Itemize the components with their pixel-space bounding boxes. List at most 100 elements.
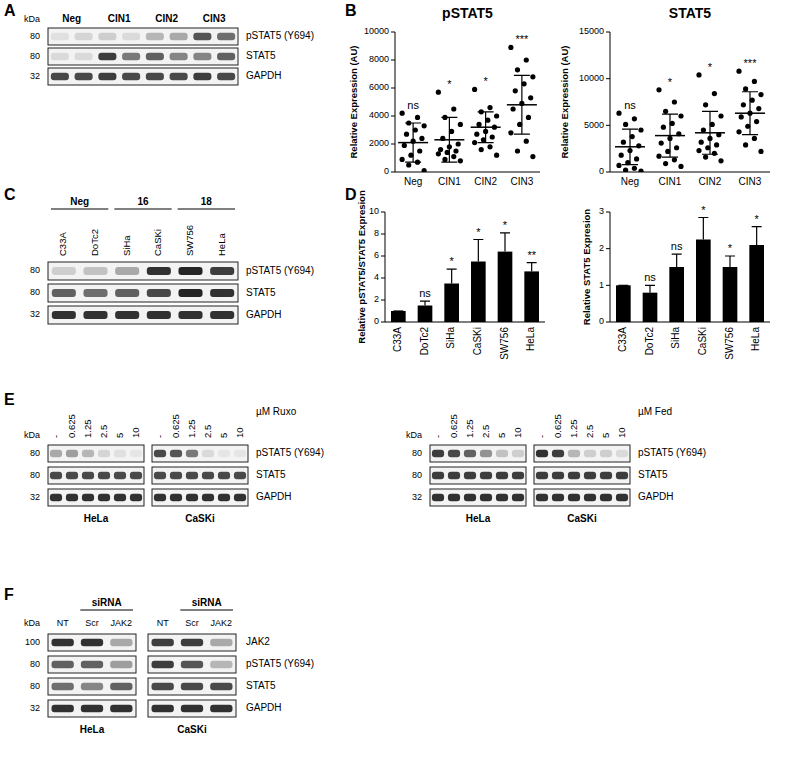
y-axis-title: Relative Expression (AU) [348, 46, 359, 159]
band [178, 289, 202, 297]
band [210, 289, 234, 297]
band [152, 661, 174, 668]
kda-marker: 80 [30, 287, 40, 297]
blot-strip [48, 48, 238, 65]
western-blot: kDa100JAK280pSTAT5 (Y694)80STAT532GAPDHH… [24, 597, 314, 735]
significance: * [483, 75, 488, 87]
point [736, 129, 741, 134]
y-tick-label: 10 [369, 206, 379, 216]
significance: ns [671, 240, 683, 252]
x-tick-label: SW756 [499, 327, 510, 360]
lane-label: 2.5 [98, 425, 109, 438]
significance: ** [527, 249, 536, 261]
band [52, 311, 76, 319]
blot-strip [48, 28, 238, 45]
point [659, 140, 664, 145]
band [98, 472, 110, 479]
y-tick [381, 322, 385, 323]
band [110, 683, 132, 690]
band [130, 450, 142, 457]
group-bracket [114, 209, 171, 210]
y-tick [606, 322, 610, 323]
point [472, 87, 477, 92]
lane-label: HeLa [216, 233, 227, 256]
band [202, 494, 214, 501]
blot-strip [430, 467, 526, 484]
chart: 0246810Relative pSTAT5/STAT5 ExpresionC3… [356, 190, 545, 360]
error-bar [420, 301, 430, 305]
band [83, 289, 107, 297]
error-bar [527, 263, 537, 272]
point [712, 91, 717, 96]
error-bar [725, 256, 735, 267]
marks [615, 69, 765, 172]
point [508, 45, 513, 50]
lane-label: 0.625 [552, 414, 563, 438]
band [110, 661, 132, 668]
kda-marker: 32 [30, 309, 40, 319]
point [528, 95, 533, 100]
band [584, 494, 596, 501]
blot-strip [534, 445, 630, 462]
panel-label: C [4, 186, 16, 203]
point [453, 148, 458, 153]
kda-marker: 80 [30, 659, 40, 669]
lane-label: - [536, 435, 547, 438]
panel-label: F [4, 586, 14, 603]
band [234, 494, 246, 501]
point [402, 143, 407, 148]
blot-strip [152, 489, 248, 506]
band [170, 494, 182, 501]
significance: ns [419, 287, 431, 299]
y-axis-title: Relative pSTAT5/STAT5 Expresion [356, 190, 367, 344]
significance: ns [407, 99, 419, 111]
y-tick [381, 212, 385, 213]
band [66, 472, 78, 479]
band [52, 639, 74, 646]
x-tick-label: SiHa [445, 327, 456, 349]
band [512, 472, 524, 479]
western-blot: kDa80pSTAT5 (Y694)80STAT532GAPDHµM FedHe… [406, 406, 706, 524]
blot-strip [534, 489, 630, 506]
lane-label: C33A [57, 232, 68, 256]
lane-label: SiHa [121, 235, 132, 256]
lane-label: 0.625 [170, 414, 181, 438]
point [712, 151, 717, 156]
point [400, 157, 405, 162]
point [758, 92, 763, 97]
point [524, 57, 529, 62]
point [451, 106, 456, 111]
lane-label: CaSKi [152, 229, 163, 256]
y-tick-label: 1 [599, 280, 604, 290]
group-label: Neg [62, 13, 81, 24]
blot-strip [48, 306, 238, 324]
x-tick-label: CIN1 [659, 176, 682, 187]
point [672, 157, 677, 162]
band [234, 472, 246, 479]
kda-marker: 80 [30, 31, 40, 41]
lane-label: 5 [218, 433, 229, 438]
band [130, 494, 142, 501]
point [530, 154, 535, 159]
point [718, 113, 723, 118]
bar [498, 252, 513, 322]
group-bracket [51, 209, 108, 210]
band [600, 494, 612, 501]
y-tick-label: 15000 [579, 26, 604, 36]
band [181, 661, 203, 668]
band [210, 639, 232, 646]
point [400, 111, 405, 116]
band [75, 53, 93, 60]
band [496, 494, 508, 501]
band [568, 494, 580, 501]
point [663, 109, 668, 114]
panel-label: E [4, 391, 15, 408]
band [146, 33, 164, 40]
significance: ns [644, 271, 656, 283]
x-axis [385, 322, 545, 323]
error-bar [405, 123, 421, 162]
band [146, 73, 164, 80]
point [632, 116, 637, 121]
x-tick-label: CIN1 [438, 176, 461, 187]
row-label: GAPDH [246, 702, 282, 713]
